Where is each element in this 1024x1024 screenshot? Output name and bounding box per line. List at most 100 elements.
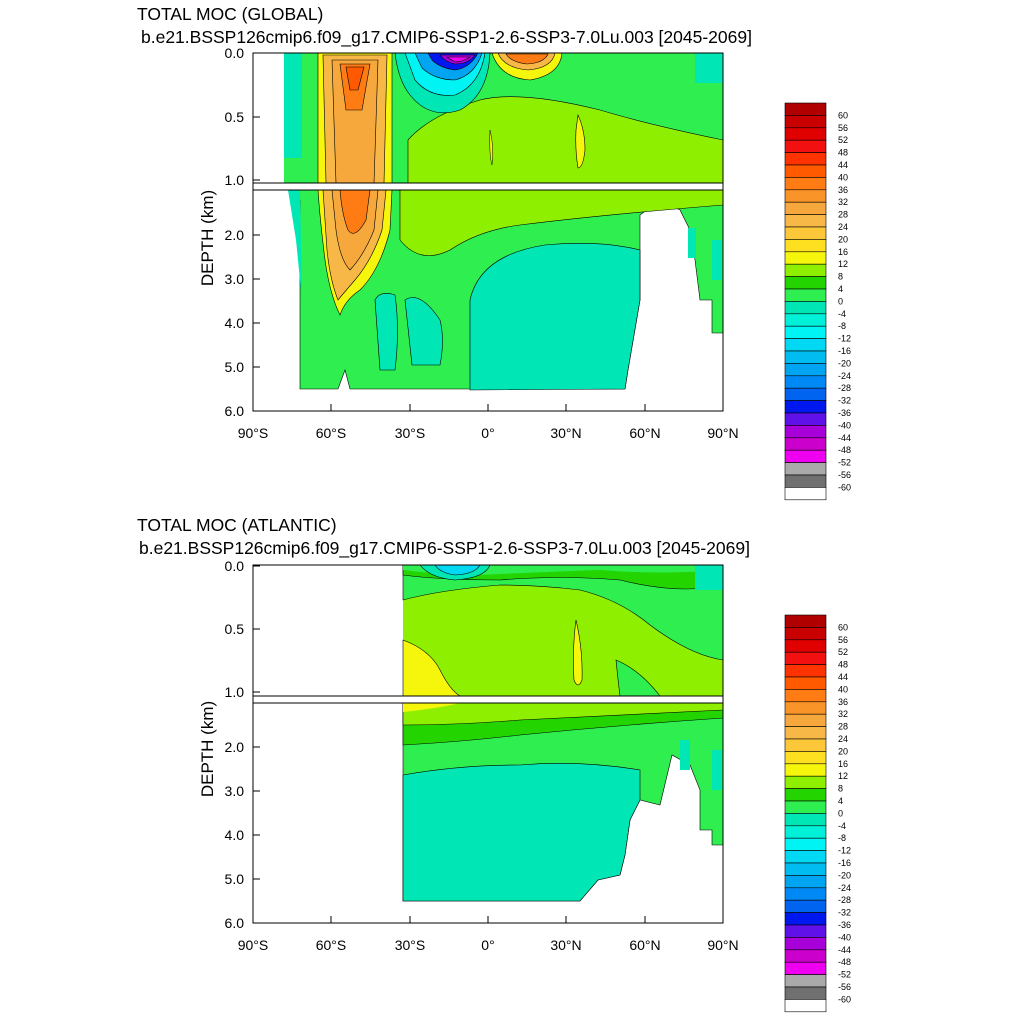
colorbar-label: -56 [838, 982, 851, 992]
y-tick: 4.0 [225, 827, 245, 843]
colorbar-label: -52 [838, 458, 851, 468]
global-y-label: DEPTH (km) [198, 190, 217, 286]
colorbar-box [784, 664, 827, 678]
colorbar-box [784, 301, 827, 315]
colorbar-label: -4 [838, 821, 846, 831]
colorbar-label: -8 [838, 833, 846, 843]
colorbar-label: 56 [838, 123, 848, 133]
x-tick: 60°N [629, 425, 660, 441]
colorbar-label: 52 [838, 135, 848, 145]
colorbar-label: 20 [838, 746, 848, 756]
colorbar-box [784, 974, 827, 988]
colorbar-label: 48 [838, 660, 848, 670]
colorbar-box [784, 875, 827, 889]
colorbar-label: 24 [838, 734, 848, 744]
colorbar-box [784, 474, 827, 488]
colorbar-box [784, 115, 827, 129]
colorbar-label: 36 [838, 697, 848, 707]
x-tick: 30°N [550, 425, 581, 441]
colorbar-box [784, 263, 827, 277]
colorbar-box [784, 689, 827, 703]
colorbar-label: 44 [838, 160, 848, 170]
colorbar-label: 12 [838, 771, 848, 781]
colorbar-box [784, 937, 827, 951]
colorbar-box [784, 325, 827, 339]
x-tick: 90°S [238, 425, 269, 441]
colorbar-label: 52 [838, 647, 848, 657]
colorbar-label: -24 [838, 883, 851, 893]
colorbar-box [784, 400, 827, 414]
colorbar-label: -24 [838, 371, 851, 381]
colorbar-label: -60 [838, 482, 851, 492]
colorbar-box [784, 239, 827, 253]
y-tick: 3.0 [225, 271, 245, 287]
colorbar-label: -16 [838, 858, 851, 868]
y-tick: 1.0 [225, 172, 245, 188]
y-tick: 5.0 [225, 871, 245, 887]
colorbar-box [784, 288, 827, 302]
colorbar-box [784, 614, 827, 628]
colorbar-label: 28 [838, 722, 848, 732]
y-tick: 0.0 [225, 45, 245, 61]
colorbar-box [784, 152, 827, 166]
colorbar-box [784, 313, 827, 327]
atlantic-panel: TOTAL MOC (ATLANTIC) b.e21.BSSP126cmip6.… [137, 515, 851, 1013]
atlantic-subtitle: b.e21.BSSP126cmip6.f09_g17.CMIP6-SSP1-2.… [139, 538, 750, 559]
y-tick: 0.5 [225, 109, 245, 125]
colorbar-box [784, 226, 827, 240]
colorbar-box [784, 164, 827, 178]
colorbar-label: 0 [838, 296, 843, 306]
colorbar-box [784, 338, 827, 352]
x-tick: 90°S [238, 937, 269, 953]
colorbar-label: 40 [838, 684, 848, 694]
colorbar-box [784, 127, 827, 141]
colorbar-label: -36 [838, 408, 851, 418]
colorbar-label: 0 [838, 808, 843, 818]
colorbar-label: 24 [838, 222, 848, 232]
colorbar-label: -60 [838, 994, 851, 1004]
x-tick: 30°S [395, 937, 426, 953]
colorbar-box [784, 800, 827, 814]
colorbar-label: 44 [838, 672, 848, 682]
y-tick: 3.0 [225, 783, 245, 799]
colorbar-label: 8 [838, 272, 843, 282]
global-subtitle: b.e21.BSSP126cmip6.f09_g17.CMIP6-SSP1-2.… [141, 27, 752, 48]
colorbar-box [784, 437, 827, 451]
atlantic-upper-field [402, 565, 723, 696]
y-tick: 4.0 [225, 315, 245, 331]
colorbar-box [784, 738, 827, 752]
colorbar-label: 56 [838, 635, 848, 645]
colorbar-label: -40 [838, 932, 851, 942]
global-upper-field [284, 53, 723, 183]
colorbar-label: 16 [838, 247, 848, 257]
colorbar-box [784, 462, 827, 476]
colorbar-label: -32 [838, 908, 851, 918]
colorbar-box [784, 639, 827, 653]
y-tick: 0.0 [225, 558, 245, 574]
colorbar-box [784, 387, 827, 401]
colorbar-box [784, 449, 827, 463]
atlantic-y-label: DEPTH (km) [198, 701, 217, 797]
colorbar-box [784, 201, 827, 215]
y-tick: 6.0 [225, 915, 245, 931]
colorbar-label: 4 [838, 284, 843, 294]
colorbar-box [784, 850, 827, 864]
global-title: TOTAL MOC (GLOBAL) [137, 4, 323, 24]
colorbar-label: -4 [838, 309, 846, 319]
colorbar-box [784, 713, 827, 727]
colorbar-box [784, 701, 827, 715]
colorbar-box [784, 139, 827, 153]
colorbar-box [784, 899, 827, 913]
colorbar-box [784, 837, 827, 851]
colorbar-label: -20 [838, 358, 851, 368]
colorbar-label: -8 [838, 321, 846, 331]
colorbar-label: -44 [838, 945, 851, 955]
colorbar-label: -36 [838, 920, 851, 930]
colorbar-label: 12 [838, 259, 848, 269]
atlantic-y-axis: 0.0 0.5 1.0 2.0 3.0 4.0 5.0 6.0 DEPTH (k… [198, 558, 260, 931]
colorbar-box [784, 102, 827, 116]
atlantic-title: TOTAL MOC (ATLANTIC) [137, 515, 337, 535]
colorbar-box [784, 189, 827, 203]
colorbar-label: -20 [838, 870, 851, 880]
